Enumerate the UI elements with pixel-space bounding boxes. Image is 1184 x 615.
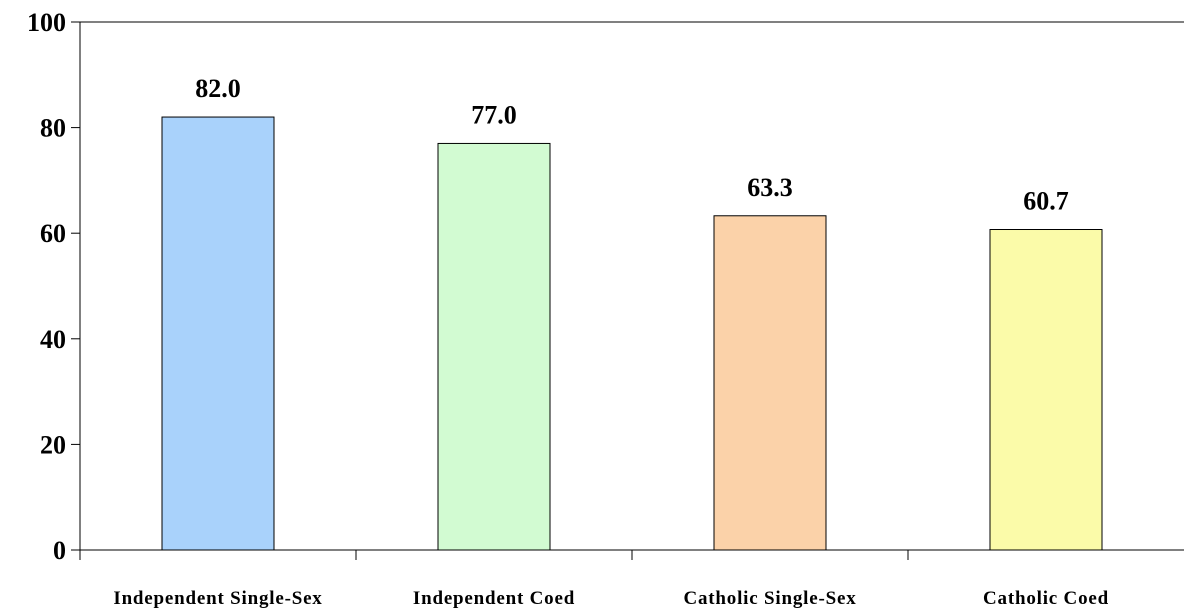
y-tick-label: 100 [27, 8, 66, 37]
x-tick-label: Independent Single-Sex [113, 588, 322, 609]
y-tick-label: 40 [40, 325, 66, 354]
bar [989, 229, 1103, 551]
data-label: 63.3 [747, 173, 793, 202]
bar [161, 116, 275, 551]
data-label: 60.7 [1023, 187, 1069, 216]
y-axis-ticks: 0 20 40 60 80 100 [27, 8, 80, 565]
x-tick-label: Catholic Single-Sex [683, 588, 856, 609]
x-axis-ticks [79, 550, 909, 560]
x-tick-label: Catholic Coed [983, 588, 1109, 609]
y-tick-label: 0 [53, 536, 66, 565]
category-labels: Independent Single-Sex Independent Coed Ca… [113, 588, 1109, 609]
bar [713, 215, 827, 551]
bars [161, 116, 1103, 551]
x-tick-label: Independent Coed [413, 588, 575, 609]
value-labels: 82.0 77.0 63.3 60.7 [195, 74, 1069, 215]
y-tick-label: 60 [40, 219, 66, 248]
y-tick-label: 80 [40, 114, 66, 143]
data-label: 77.0 [471, 100, 517, 129]
bar [437, 142, 551, 551]
y-tick-label: 20 [40, 430, 66, 459]
data-label: 82.0 [195, 74, 241, 103]
